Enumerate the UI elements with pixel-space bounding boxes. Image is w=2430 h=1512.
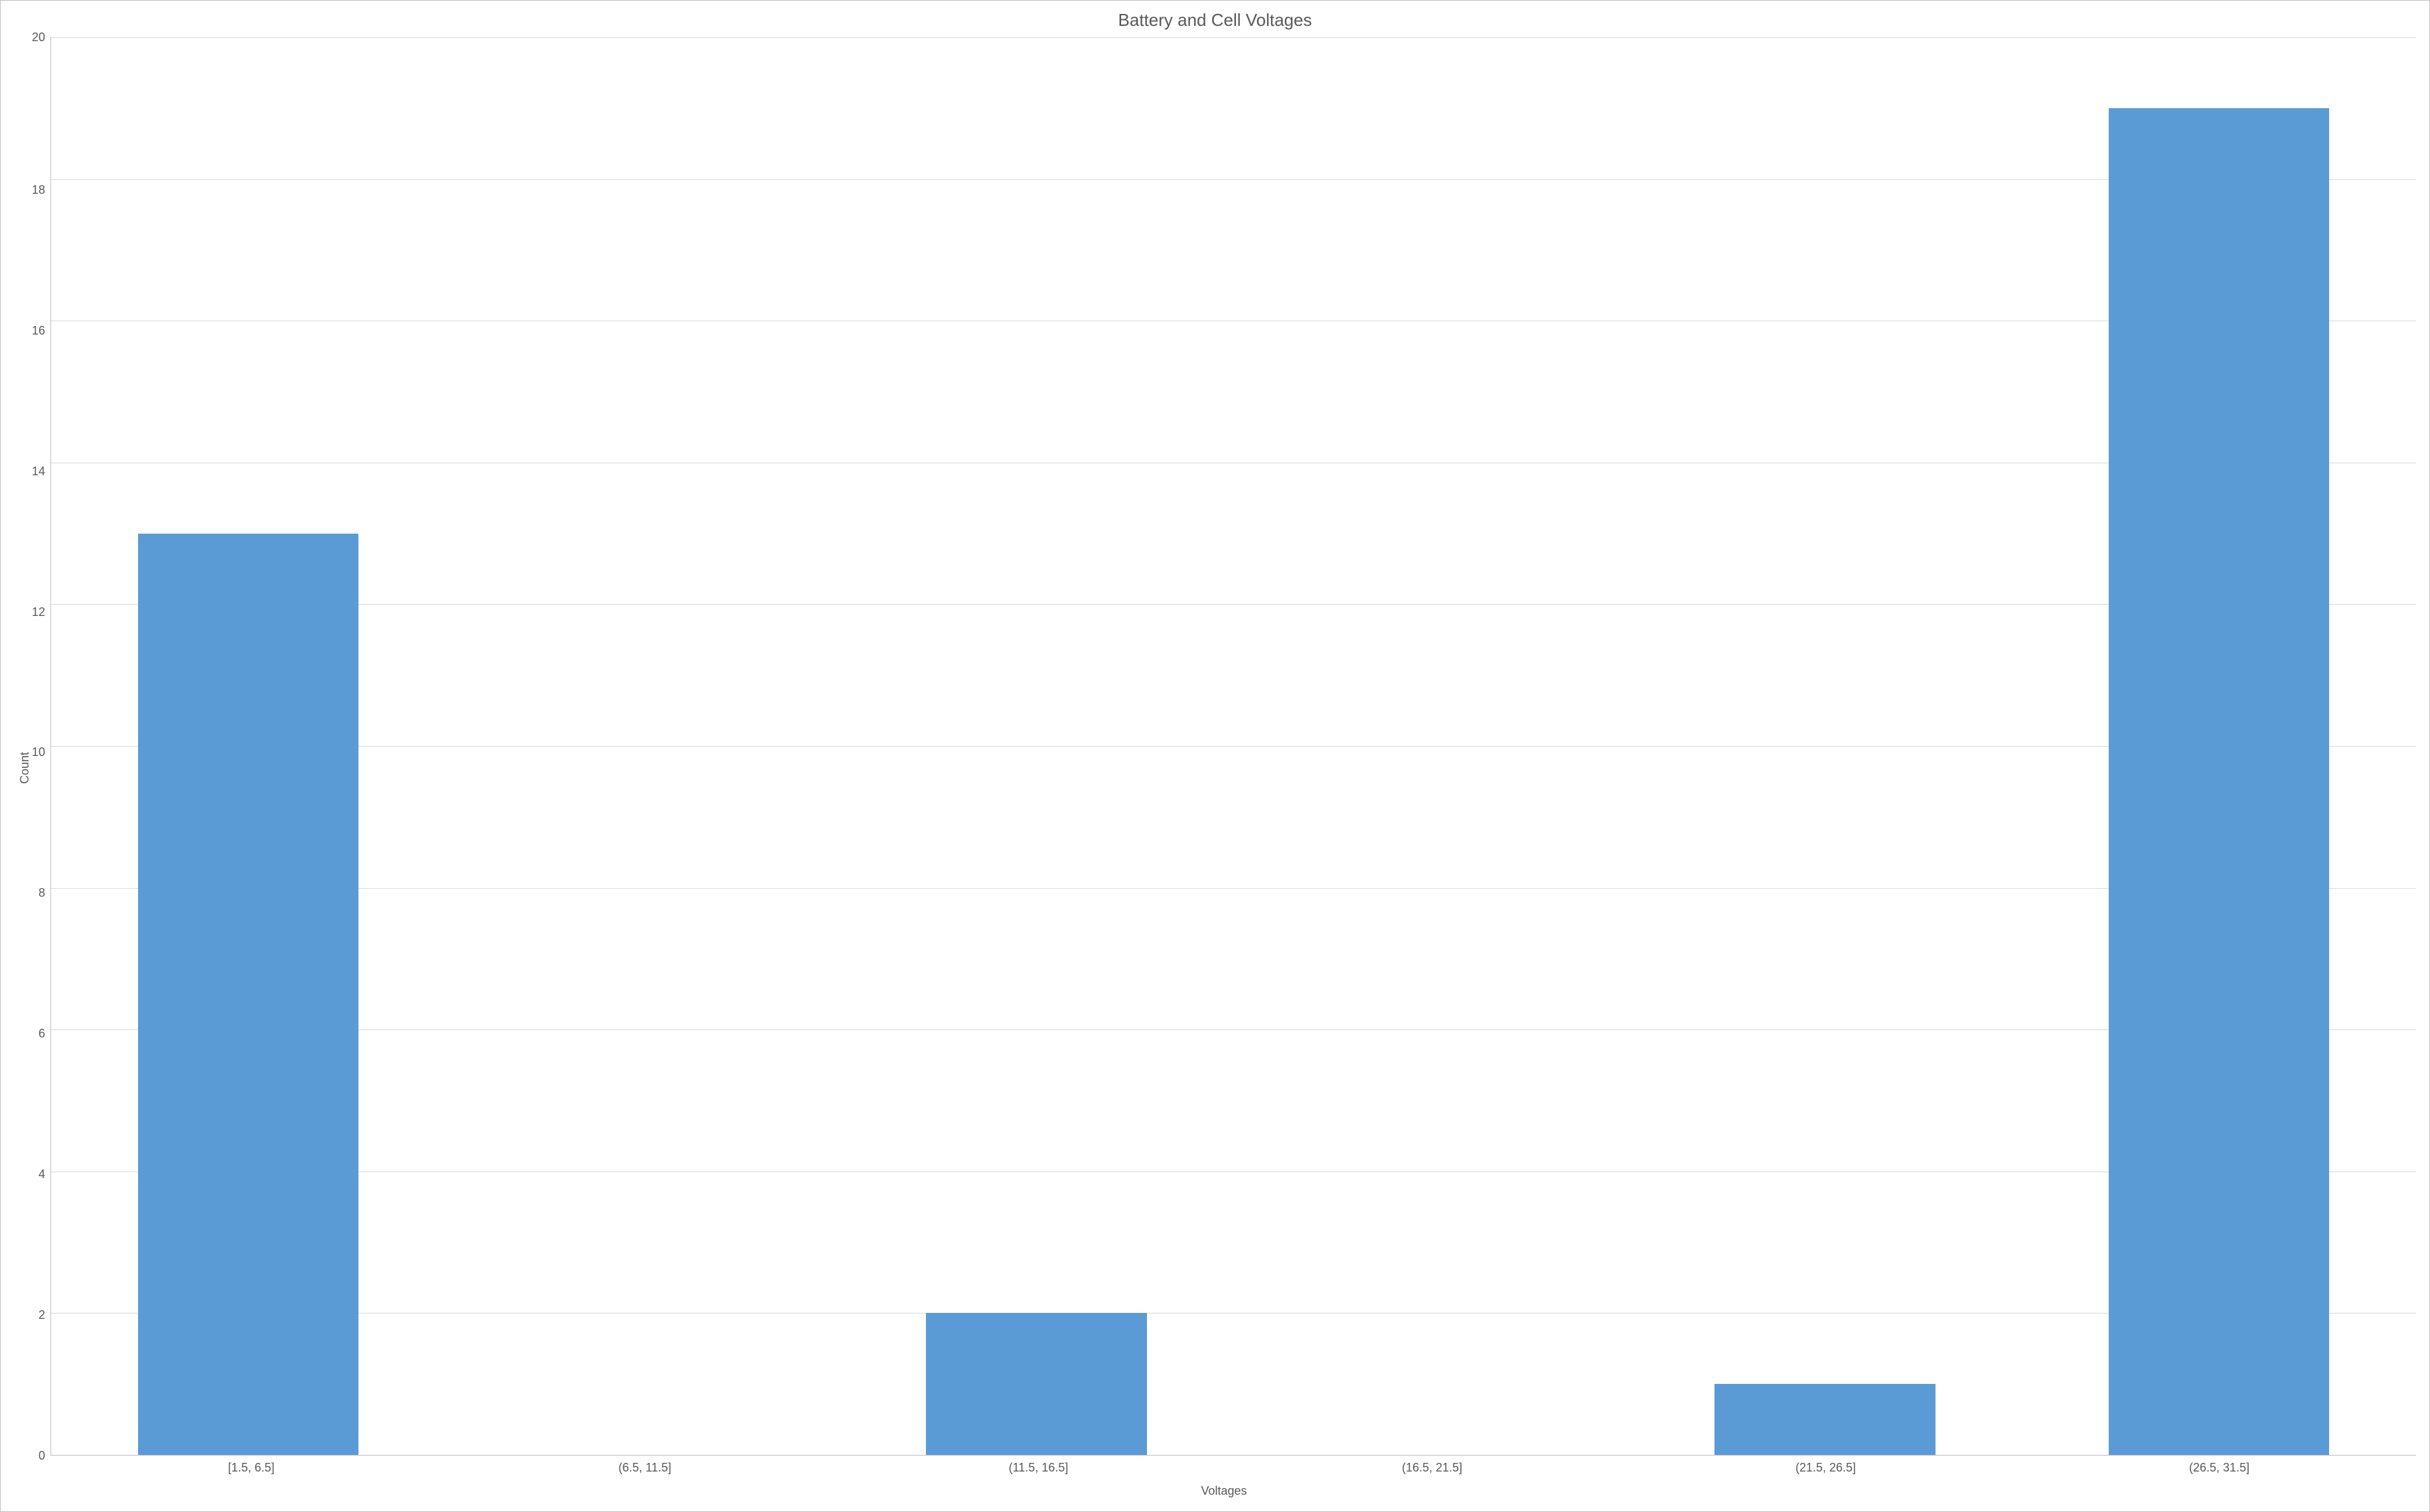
bars-group: [51, 37, 2416, 1455]
bar-slot: [840, 37, 1234, 1455]
y-tick-label: 6: [38, 1027, 45, 1039]
y-tick-label: 14: [32, 465, 45, 477]
y-tick-label: 16: [32, 325, 45, 337]
y-tick-column: 20181614121086420: [32, 37, 50, 1456]
x-tick-label: (21.5, 26.5]: [1629, 1456, 2022, 1475]
chart-container: Battery and Cell Voltages Count 20181614…: [0, 0, 2430, 1512]
y-tick-label: 2: [38, 1309, 45, 1321]
x-tick-label: (6.5, 11.5]: [448, 1456, 842, 1475]
y-tick-label: 4: [38, 1168, 45, 1180]
plot-inner-row: 20181614121086420: [32, 37, 2416, 1456]
bar: [1714, 1384, 1936, 1455]
y-tick-label: 0: [38, 1450, 45, 1462]
bar: [138, 534, 359, 1455]
bar: [2109, 108, 2330, 1455]
bar-slot: [51, 37, 445, 1455]
x-ticks: [1.5, 6.5](6.5, 11.5](11.5, 16.5](16.5, …: [54, 1456, 2416, 1475]
y-tick-label: 10: [32, 746, 45, 758]
plot-row: Count 20181614121086420 [1.5, 6.5](6.5, …: [14, 37, 2416, 1498]
y-tick-label: 12: [32, 606, 45, 618]
bar-slot: [2022, 37, 2416, 1455]
x-tick-label: (26.5, 31.5]: [2022, 1456, 2416, 1475]
y-tick-label: 8: [38, 887, 45, 899]
x-tick-label: (16.5, 21.5]: [1235, 1456, 1629, 1475]
plot-and-x: 20181614121086420 [1.5, 6.5](6.5, 11.5](…: [32, 37, 2416, 1498]
plot-area: [50, 37, 2416, 1456]
y-axis-title: Count: [14, 37, 32, 1498]
x-tick-label: (11.5, 16.5]: [842, 1456, 1235, 1475]
x-tick-label: [1.5, 6.5]: [54, 1456, 448, 1475]
bar-slot: [1234, 37, 1628, 1455]
chart-title: Battery and Cell Voltages: [14, 10, 2416, 31]
y-tick-label: 18: [32, 184, 45, 196]
x-axis-title: Voltages: [32, 1484, 2416, 1498]
bar-slot: [1628, 37, 2022, 1455]
y-tick-label: 20: [32, 31, 45, 43]
x-ticks-row: [1.5, 6.5](6.5, 11.5](11.5, 16.5](16.5, …: [32, 1456, 2416, 1475]
bar-slot: [445, 37, 840, 1455]
bar: [926, 1313, 1147, 1455]
